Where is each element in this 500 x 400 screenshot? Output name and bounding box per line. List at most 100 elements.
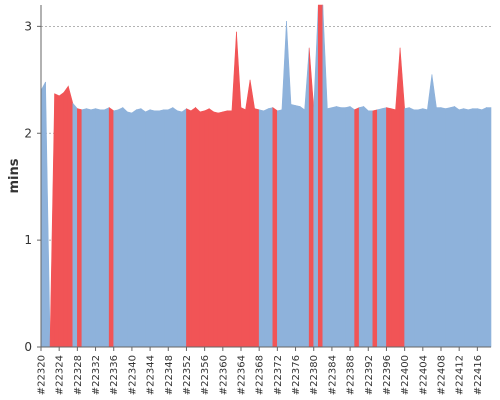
x-tick-label: #22352 <box>182 355 193 395</box>
area-segment-fail <box>317 4 324 348</box>
area-segment-ok <box>40 81 46 348</box>
area-segment-ok <box>436 107 442 348</box>
area-segment-fail <box>204 108 210 348</box>
area-segment-ok <box>472 108 478 348</box>
area-segment-ok <box>340 107 346 348</box>
area-segment-fail <box>272 107 278 348</box>
x-tick-labels: #22320 #22324 #22328 #22332 #22336 #22340 #223… <box>37 347 484 395</box>
x-tick-label: #22400 <box>400 355 411 395</box>
y-tick-label: 1 <box>24 233 32 247</box>
area-segment-ok <box>467 108 474 348</box>
area-segment-ok <box>45 81 51 348</box>
area-segment-fail <box>186 108 192 348</box>
area-segment-ok <box>158 109 165 348</box>
area-segment-ok <box>345 106 351 348</box>
area-segment-fail <box>108 107 115 348</box>
area-segment-ok <box>277 109 283 348</box>
x-tick-label: #22344 <box>146 355 157 395</box>
area-segment-ok <box>163 109 169 348</box>
area-segment-ok <box>113 109 119 348</box>
area-segment-fail <box>195 106 201 348</box>
area-segment-fail <box>208 108 215 348</box>
area-segment-ok <box>149 109 155 348</box>
area-segment-ok <box>408 107 415 348</box>
area-segment-ok <box>122 106 128 348</box>
area-segment-fail <box>308 47 315 348</box>
area-segment-fail <box>399 47 405 348</box>
area-segment-ok <box>358 106 365 348</box>
area-segment-ok <box>304 47 310 348</box>
area-segment-ok <box>404 107 410 348</box>
x-tick-label: #22348 <box>164 355 175 395</box>
area-segment-ok <box>327 107 333 348</box>
area-segment-ok <box>458 108 465 348</box>
area-segment-fail <box>354 107 360 348</box>
area-segment-ok <box>322 4 328 348</box>
area-segment-ok <box>299 105 305 348</box>
area-segment-fail <box>58 92 65 348</box>
area-segment-ok <box>127 111 133 348</box>
x-tick-label: #22404 <box>418 355 429 395</box>
area-segment-ok <box>145 109 151 348</box>
area-segment-ok <box>445 107 451 348</box>
area-segment-ok <box>90 108 96 348</box>
area-segment-ok <box>413 109 419 348</box>
area-segment-fail <box>49 93 55 348</box>
area-segment-ok <box>417 108 424 348</box>
x-tick-label: #22380 <box>309 355 320 395</box>
area-segment-ok <box>104 107 110 348</box>
area-segment-ok <box>477 108 483 348</box>
x-tick-label: #22328 <box>73 355 84 395</box>
area-segment-ok <box>131 109 137 348</box>
x-tick-label: #22408 <box>437 355 448 395</box>
area-segment-ok <box>336 106 342 348</box>
x-tick-label: #22388 <box>346 355 357 395</box>
area-segment-fail <box>222 110 228 348</box>
area-segment-ok <box>136 108 142 348</box>
area-segment-ok <box>172 107 178 348</box>
x-tick-label: #22336 <box>109 355 120 395</box>
area-segment-ok <box>331 106 337 348</box>
x-tick-label: #22392 <box>364 355 375 395</box>
area-segment-ok <box>454 105 460 348</box>
area-segment-ok <box>72 102 78 348</box>
area-segment-ok <box>177 110 183 348</box>
area-segment-fail <box>67 86 74 348</box>
x-tick-label: #22364 <box>237 355 248 395</box>
y-tick-label: 2 <box>24 126 32 140</box>
area-segment-fail <box>245 79 251 348</box>
y-tick-labels: 0 1 2 3 <box>24 19 41 354</box>
area-segment-ok <box>449 106 455 348</box>
area-segment-fail <box>386 107 392 348</box>
area-segment-ok <box>381 107 387 348</box>
area-segment-ok <box>167 107 174 348</box>
area-segment-ok <box>267 107 274 348</box>
x-tick-label: #22384 <box>327 355 338 395</box>
x-tick-label: #22372 <box>273 355 284 395</box>
area-segment-fail <box>395 47 401 348</box>
area-segment-ok <box>313 4 319 348</box>
area-segment-fail <box>77 108 83 348</box>
area-segment-ok <box>181 108 187 348</box>
area-segment-ok <box>363 105 369 348</box>
y-axis-title: mins <box>7 158 22 193</box>
area-segment-ok <box>81 108 87 348</box>
x-tick-label: #22416 <box>473 355 484 395</box>
area-segment-ok <box>463 108 469 348</box>
x-tick-label: #22360 <box>218 355 229 395</box>
area-segment-fail <box>217 111 224 348</box>
area-segment-fail <box>372 109 378 348</box>
area-segment-ok <box>281 21 287 348</box>
area-segment-ok <box>427 74 433 348</box>
axes <box>40 5 491 348</box>
area-segment-fail <box>54 93 60 348</box>
area-segment-fail <box>227 110 233 348</box>
area-segment-fail <box>254 108 260 348</box>
area-series <box>40 4 492 348</box>
area-segment-fail <box>249 79 255 348</box>
area-segment-ok <box>349 105 355 348</box>
area-segment-ok <box>431 74 437 348</box>
area-segment-ok <box>117 107 124 348</box>
x-tick-label: #22396 <box>382 355 393 395</box>
